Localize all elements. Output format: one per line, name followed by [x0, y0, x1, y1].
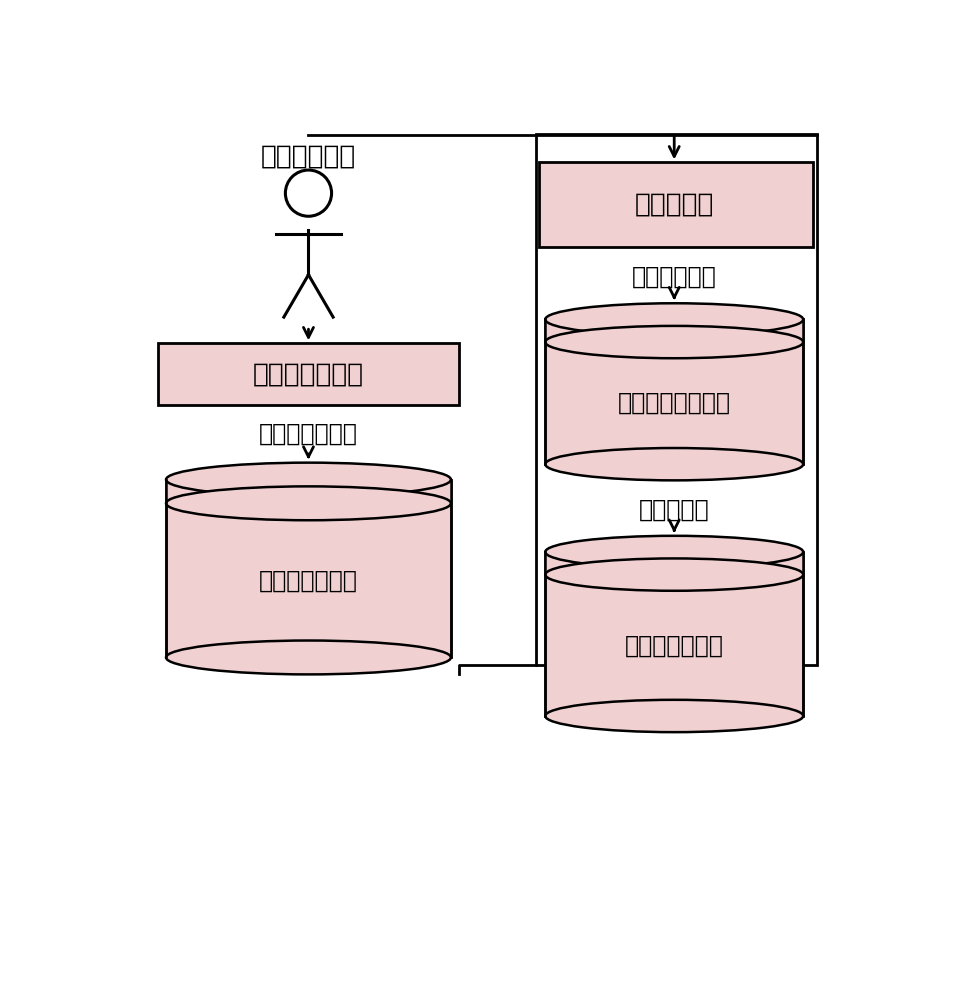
Text: 零部件轻量化: 零部件轻量化 — [631, 264, 716, 288]
Text: 轻量化系统: 轻量化系统 — [634, 192, 713, 218]
Text: 轻量化装配: 轻量化装配 — [639, 498, 708, 522]
Bar — [545, 319, 802, 342]
Text: 轻量化模型库: 轻量化模型库 — [626, 550, 721, 576]
Ellipse shape — [166, 486, 451, 520]
Bar — [166, 480, 451, 657]
Ellipse shape — [166, 641, 451, 674]
Ellipse shape — [545, 326, 802, 358]
Text: 原始零部件模型: 原始零部件模型 — [259, 568, 358, 592]
Ellipse shape — [545, 700, 802, 732]
Bar — [545, 319, 802, 464]
Ellipse shape — [545, 558, 802, 591]
Bar — [545, 552, 802, 575]
Text: 结构设计人员: 结构设计人员 — [261, 143, 356, 169]
Bar — [535, 134, 816, 665]
Ellipse shape — [545, 303, 802, 336]
Ellipse shape — [166, 463, 451, 497]
Bar — [158, 343, 458, 405]
Bar — [545, 552, 802, 716]
Text: 原始模型库: 原始模型库 — [268, 478, 348, 504]
Text: 零部件设计完成: 零部件设计完成 — [259, 422, 358, 446]
Bar — [539, 162, 812, 247]
Text: 轻量化零部件模型: 轻量化零部件模型 — [617, 391, 730, 415]
Bar — [166, 480, 451, 503]
Text: 产品的几何模型: 产品的几何模型 — [253, 361, 363, 387]
Ellipse shape — [545, 448, 802, 480]
Ellipse shape — [545, 536, 802, 568]
Text: 轻量化模型库: 轻量化模型库 — [626, 318, 721, 344]
Text: 轻量化装配模型: 轻量化装配模型 — [624, 633, 723, 657]
